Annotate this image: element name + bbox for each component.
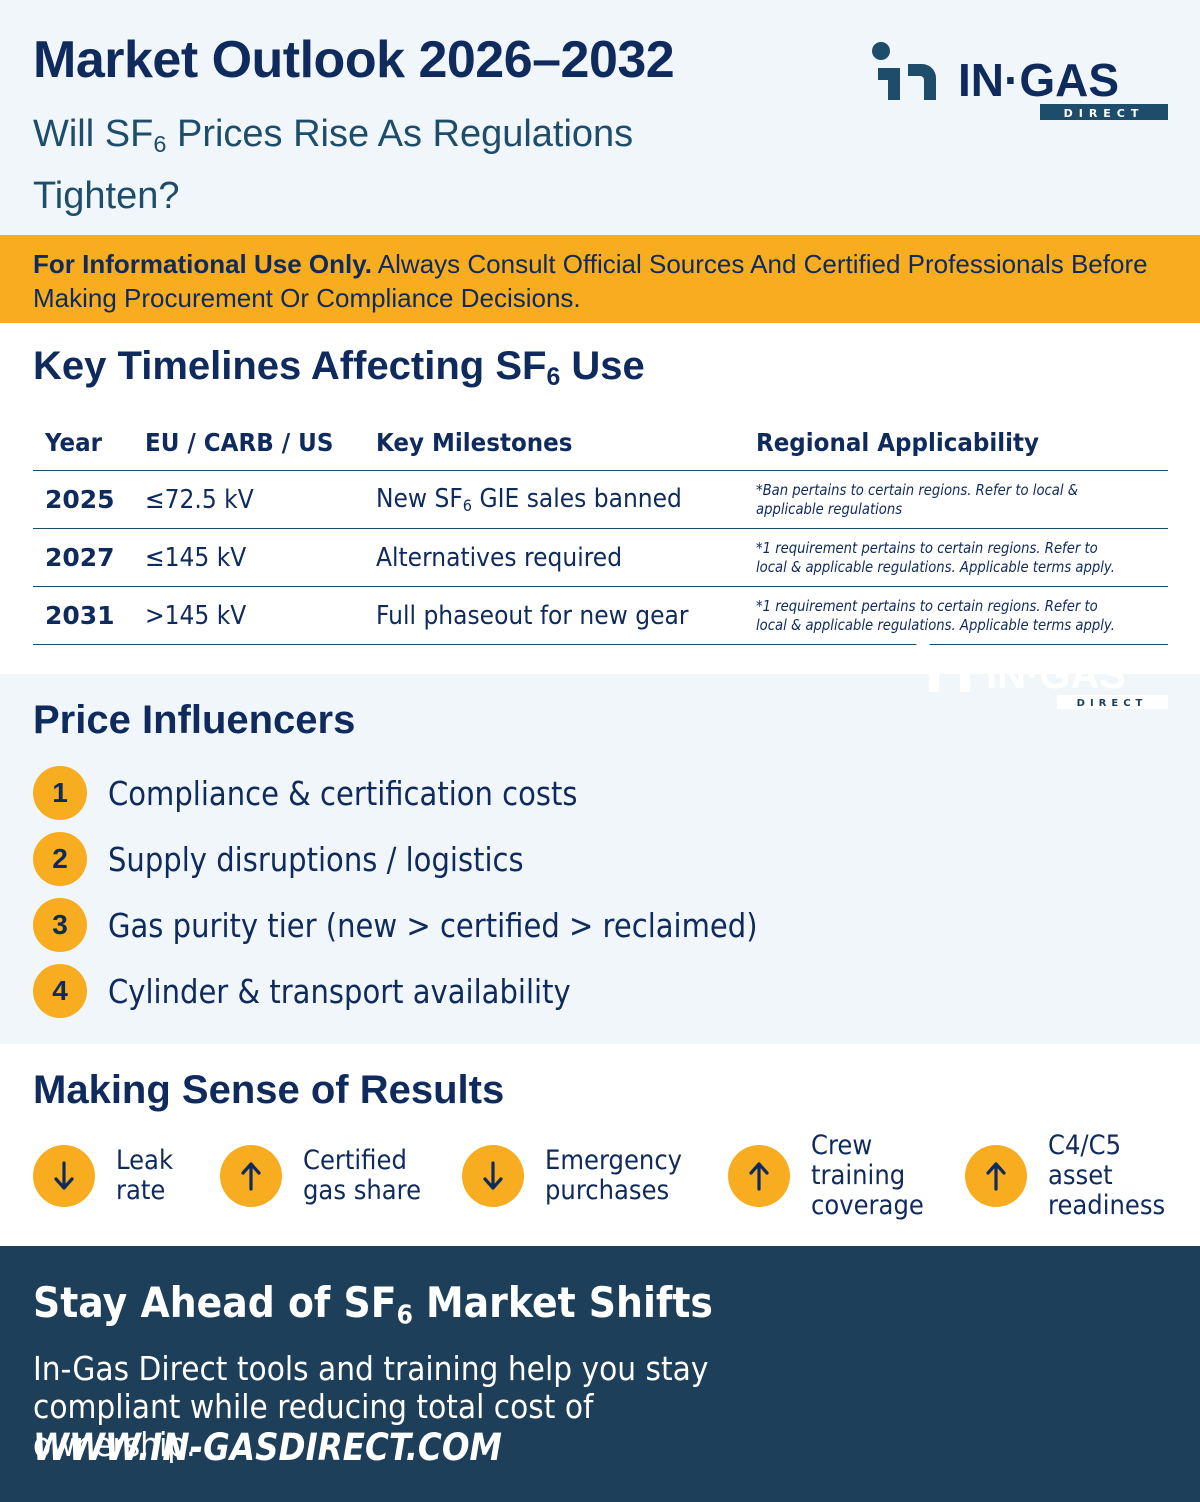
row-milestone: New SF6 GIE sales banned [376,483,682,515]
metric-item: Leak rate [33,1145,179,1207]
number-badge: 1 [33,766,87,820]
timelines-table: Year EU / CARB / US Key Milestones Regio… [33,415,1168,645]
price-influencers-section: Price Influencers 1 Compliance & certifi… [0,674,1200,1044]
svg-text:DIRECT: DIRECT [1077,698,1148,709]
table-row: 2031 >145 kV Full phaseout for new gear … [33,587,1168,645]
influencers-title: Price Influencers [33,698,356,742]
metric-label: Emergency purchases [545,1145,683,1206]
row-year: 2027 [45,543,115,572]
row-applicability-note: *1 requirement pertains to certain regio… [756,538,1115,576]
table-header-row: Year EU / CARB / US Key Milestones Regio… [33,415,1168,471]
list-item: 4 Cylinder & transport availability [33,964,634,1018]
logo-dot-icon [915,641,931,657]
disclaimer-banner: For Informational Use Only. Always Consu… [0,235,1200,323]
row-voltage: >145 kV [145,600,247,631]
metric-label: Crew training coverage [811,1130,924,1221]
table-row: 2025 ≤72.5 kV New SF6 GIE sales banned *… [33,471,1168,529]
header-year: Year [45,428,103,457]
svg-text:IN·GAS: IN·GAS [986,653,1126,697]
number-badge: 4 [33,964,87,1018]
influencer-text: Compliance & certification costs [108,773,578,813]
arrow-up-icon [965,1145,1027,1207]
list-item: 3 Gas purity tier (new > certified > rec… [33,898,846,952]
in-gas-direct-logo-white: IN·GAS DIRECT [915,641,1168,709]
arrow-down-icon [462,1145,524,1207]
number-badge: 3 [33,898,87,952]
results-title: Making Sense of Results [33,1068,505,1112]
logo-dot-icon [872,42,890,60]
row-voltage: ≤72.5 kV [145,484,254,515]
cta-body: In-Gas Direct tools and training help yo… [33,1349,709,1464]
row-milestone: Alternatives required [376,542,623,573]
svg-text:DIRECT: DIRECT [1064,107,1145,120]
metric-label: C4/C5 asset readiness [1048,1130,1166,1221]
cta-section: Stay Ahead of SF6 Market Shifts In-Gas D… [0,1246,1200,1502]
website-link[interactable]: WWW.IN-GASDIRECT.COM [33,1426,502,1469]
metric-item: Certified gas share [220,1145,434,1207]
svg-text:IN·GAS: IN·GAS [958,54,1119,106]
row-milestone: Full phaseout for new gear [376,600,689,631]
row-applicability-note: *1 requirement pertains to certain regio… [756,596,1115,634]
table-row: 2027 ≤145 kV Alternatives required *1 re… [33,529,1168,587]
arrow-up-icon [220,1145,282,1207]
row-year: 2031 [45,601,115,630]
row-year: 2025 [45,485,115,514]
row-voltage: ≤145 kV [145,542,247,573]
header-milestones: Key Milestones [376,428,573,457]
influencer-text: Supply disruptions / logistics [108,839,524,879]
list-item: 2 Supply disruptions / logistics [33,832,580,886]
page-title: Market Outlook 2026–2032 [33,31,675,89]
metric-item: Crew training coverage [728,1131,936,1221]
cta-title: Stay Ahead of SF6 Market Shifts [33,1278,713,1331]
metric-label: Leak rate [116,1145,174,1206]
timelines-title: Key Timelines Affecting SF6 Use [33,344,645,392]
in-gas-direct-logo: IN·GAS DIRECT [872,42,1168,120]
metric-label: Certified gas share [303,1145,422,1206]
row-applicability-note: *Ban pertains to certain regions. Refer … [756,480,1079,518]
arrow-up-icon [728,1145,790,1207]
header: Market Outlook 2026–2032 Will SF6 Prices… [0,0,1200,235]
header-applicability: Regional Applicability [756,428,1040,457]
influencer-text: Cylinder & transport availability [108,971,571,1011]
metric-item: Emergency purchases [462,1145,697,1207]
metric-item: C4/C5 asset readiness [965,1131,1178,1221]
influencer-text: Gas purity tier (new > certified > recla… [108,905,758,945]
list-item: 1 Compliance & certification costs [33,766,642,820]
number-badge: 2 [33,832,87,886]
header-voltage: EU / CARB / US [145,428,334,457]
arrow-down-icon [33,1145,95,1207]
page-subtitle: Will SF6 Prices Rise As Regulations Tigh… [33,113,634,217]
